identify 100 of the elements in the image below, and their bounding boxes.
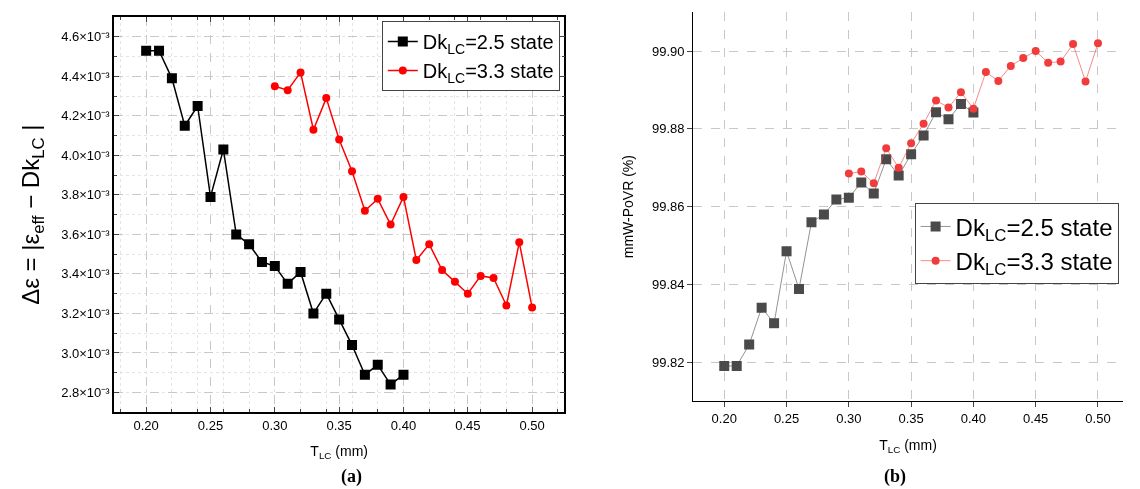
- point: [1069, 40, 1078, 49]
- point: [309, 125, 318, 134]
- point: [1031, 47, 1040, 56]
- point: [192, 101, 203, 112]
- point: [919, 119, 928, 128]
- point: [894, 163, 903, 172]
- y-axis-title: mmW-PoVR (%): [619, 155, 636, 259]
- x-tick-label: 0.20: [133, 417, 159, 433]
- point: [270, 82, 279, 91]
- x-tick-label: 0.45: [455, 417, 481, 433]
- point: [856, 177, 867, 188]
- point: [463, 289, 472, 298]
- y-tick-label: 2.8×10⁻³: [61, 385, 111, 401]
- point: [943, 114, 954, 125]
- point: [756, 302, 767, 313]
- point: [386, 220, 395, 229]
- y-tick-label: 4.4×10⁻³: [61, 68, 111, 84]
- point: [515, 238, 524, 247]
- point: [806, 217, 817, 228]
- point: [868, 188, 879, 199]
- point: [944, 103, 953, 112]
- y-tick-label: 3.0×10⁻³: [61, 345, 111, 361]
- point: [1019, 54, 1028, 63]
- point: [857, 167, 866, 176]
- text: (a): [341, 466, 362, 487]
- legend-label: Dk$_{LC}$=2.5 state: [955, 213, 1113, 245]
- point: [231, 229, 242, 240]
- x-tick-label: 0.20: [711, 410, 737, 426]
- y-tick-label: 99.84: [651, 276, 685, 292]
- point: [1006, 61, 1015, 70]
- point: [882, 144, 891, 153]
- x-axis-title: T$_{LC}$ (mm): [879, 436, 937, 455]
- point: [831, 194, 842, 205]
- legend-label: Dk$_{LC}$=3.3 state: [422, 60, 554, 86]
- point: [166, 73, 177, 84]
- point: [282, 278, 293, 289]
- point: [399, 192, 408, 201]
- y-tick-label: 99.86: [651, 199, 685, 215]
- point: [956, 88, 965, 97]
- point: [347, 340, 358, 351]
- point: [502, 301, 511, 310]
- point: [981, 68, 990, 77]
- x-tick-label: 0.40: [390, 417, 417, 433]
- point: [844, 169, 853, 178]
- x-tick-label: 0.40: [960, 410, 987, 426]
- y-tick-label: 99.90: [651, 43, 685, 59]
- point: [412, 256, 421, 265]
- text: (b): [884, 466, 906, 487]
- point: [296, 68, 305, 77]
- x-tick-label: 0.25: [773, 410, 800, 426]
- point: [425, 240, 434, 249]
- point: [360, 206, 369, 215]
- point: [818, 209, 829, 220]
- point: [205, 191, 216, 202]
- point: [335, 135, 344, 144]
- point: [141, 45, 152, 56]
- point: [744, 339, 755, 350]
- point: [283, 86, 292, 95]
- point: [869, 179, 878, 188]
- y-tick-label: 4.6×10⁻³: [61, 29, 111, 45]
- x-tick-label: 0.35: [898, 410, 924, 426]
- point: [969, 104, 978, 113]
- x-tick-label: 0.25: [197, 417, 224, 433]
- y-tick-label: 99.88: [651, 121, 685, 137]
- point: [769, 318, 780, 329]
- point: [1056, 57, 1065, 66]
- point: [918, 130, 929, 141]
- point: [334, 314, 345, 325]
- x-tick-label: 0.30: [836, 410, 862, 426]
- point: [385, 379, 396, 390]
- point: [932, 96, 941, 105]
- y-tick-label: 99.82: [651, 354, 685, 370]
- legend-label: Dk$_{LC}$=3.3 state: [955, 248, 1113, 280]
- point: [843, 192, 854, 203]
- y-tick-label: 3.4×10⁻³: [61, 266, 111, 282]
- x-tick-label: 0.50: [1085, 410, 1111, 426]
- point: [731, 360, 742, 371]
- point: [994, 77, 1003, 86]
- point: [256, 257, 267, 268]
- point: [322, 94, 331, 103]
- x-axis-title: T$_{LC}$ (mm): [310, 443, 368, 462]
- point: [398, 369, 409, 380]
- point: [931, 107, 942, 118]
- point: [907, 139, 916, 148]
- point: [308, 308, 319, 319]
- point: [489, 273, 498, 282]
- point: [295, 266, 306, 277]
- point: [893, 170, 904, 181]
- point: [321, 288, 332, 299]
- point: [476, 271, 485, 280]
- x-tick-label: 0.35: [326, 417, 352, 433]
- point: [373, 194, 382, 203]
- y-tick-label: 3.8×10⁻³: [61, 187, 111, 203]
- y-tick-label: 4.2×10⁻³: [61, 108, 111, 124]
- point: [450, 277, 459, 286]
- point: [348, 167, 357, 176]
- point: [528, 303, 537, 312]
- point: [359, 369, 370, 380]
- x-tick-label: 0.50: [519, 417, 545, 433]
- point: [269, 261, 280, 272]
